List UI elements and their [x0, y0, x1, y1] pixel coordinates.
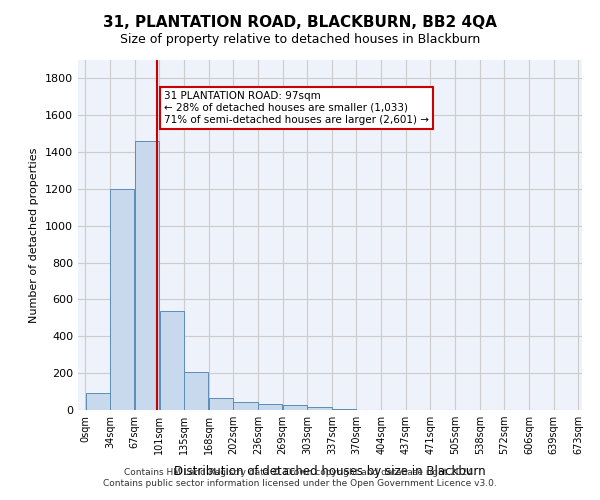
Text: 31 PLANTATION ROAD: 97sqm
← 28% of detached houses are smaller (1,033)
71% of se: 31 PLANTATION ROAD: 97sqm ← 28% of detac…	[164, 92, 429, 124]
Text: 31, PLANTATION ROAD, BLACKBURN, BB2 4QA: 31, PLANTATION ROAD, BLACKBURN, BB2 4QA	[103, 15, 497, 30]
Y-axis label: Number of detached properties: Number of detached properties	[29, 148, 40, 322]
Bar	[110, 189, 134, 410]
Bar	[233, 402, 257, 410]
Bar	[332, 408, 356, 410]
Bar	[86, 394, 110, 410]
Text: Contains HM Land Registry data © Crown copyright and database right 2024.
Contai: Contains HM Land Registry data © Crown c…	[103, 468, 497, 487]
Text: Size of property relative to detached houses in Blackburn: Size of property relative to detached ho…	[120, 32, 480, 46]
X-axis label: Distribution of detached houses by size in Blackburn: Distribution of detached houses by size …	[174, 466, 486, 478]
Bar	[307, 407, 332, 410]
Bar	[258, 404, 282, 410]
Bar	[209, 398, 233, 410]
Bar	[283, 405, 307, 410]
Bar	[184, 372, 208, 410]
Bar	[135, 141, 159, 410]
Bar	[160, 310, 184, 410]
